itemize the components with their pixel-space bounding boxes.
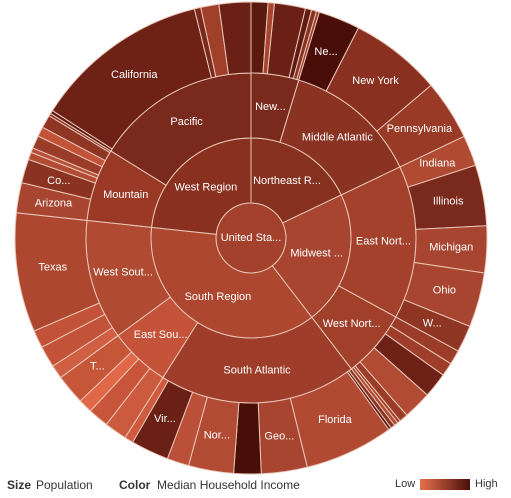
segment-label: Ohio xyxy=(433,285,456,297)
segment-label: New York xyxy=(352,75,399,87)
segment-label: West Sout... xyxy=(93,266,153,278)
segment-label: Texas xyxy=(38,262,67,274)
legend-color-title: Color xyxy=(119,478,151,492)
labels: United Sta... Northeast R... New... Middle … xyxy=(35,46,473,442)
segment-label: Pennsylvania xyxy=(387,123,453,135)
segment-label: Michigan xyxy=(429,242,473,254)
segment-label: Indiana xyxy=(419,158,456,170)
segment-label: Co... xyxy=(47,175,70,187)
segment-label: West Nort... xyxy=(323,318,381,330)
legend-color-label: Median Household Income xyxy=(157,478,300,492)
segment-label: South Region xyxy=(185,291,252,303)
segment-label: West Region xyxy=(174,182,237,194)
segment-label: East Nort... xyxy=(356,236,411,248)
segment-label: East Sou... xyxy=(134,329,188,341)
segment-label: Ne... xyxy=(314,46,337,58)
segment-label: Pacific xyxy=(170,116,203,128)
leaf-segment xyxy=(218,1,252,76)
segment-label: Illinois xyxy=(433,196,464,208)
legend-size-title: Size xyxy=(7,478,31,492)
segment-label: Geo... xyxy=(264,430,294,442)
segment-label: Mountain xyxy=(103,189,148,201)
segment-label: Vir... xyxy=(154,413,176,425)
legend-high: High xyxy=(475,478,498,490)
segment-label: South Atlantic xyxy=(223,364,291,376)
segment-label: Nor... xyxy=(204,429,230,441)
sunburst xyxy=(14,1,488,475)
legend-size-label: Population xyxy=(36,478,93,492)
segment-label: Northeast R... xyxy=(253,175,321,187)
segment-label: Florida xyxy=(318,414,353,426)
legend-low: Low xyxy=(395,478,415,490)
segment-label: Arizona xyxy=(35,198,73,210)
segment-label: Midwest ... xyxy=(290,248,343,260)
segment-label: California xyxy=(111,69,158,81)
segment-label: W... xyxy=(423,318,442,330)
segment-label: T... xyxy=(90,361,105,373)
segment-label: New... xyxy=(255,101,286,113)
segment-label: Middle Atlantic xyxy=(302,131,373,143)
segment-label: United Sta... xyxy=(221,232,282,244)
legend-gradient xyxy=(420,479,470,490)
